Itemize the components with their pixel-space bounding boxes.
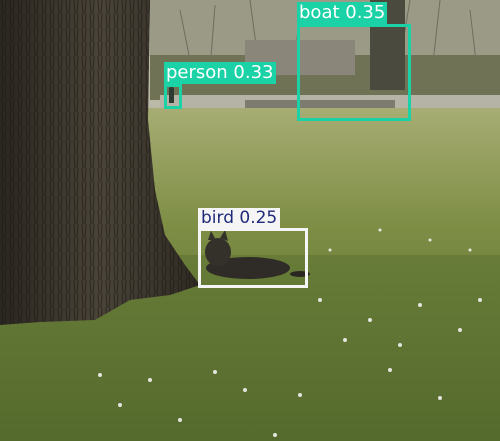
boat-detection-box <box>297 24 411 121</box>
person-detection-label: person 0.33 <box>164 62 276 84</box>
bird-detection-label: bird 0.25 <box>198 208 281 229</box>
bird-detection-box <box>198 228 308 288</box>
person-detection-box <box>164 84 182 109</box>
boat-detection-label: boat 0.35 <box>297 2 388 24</box>
